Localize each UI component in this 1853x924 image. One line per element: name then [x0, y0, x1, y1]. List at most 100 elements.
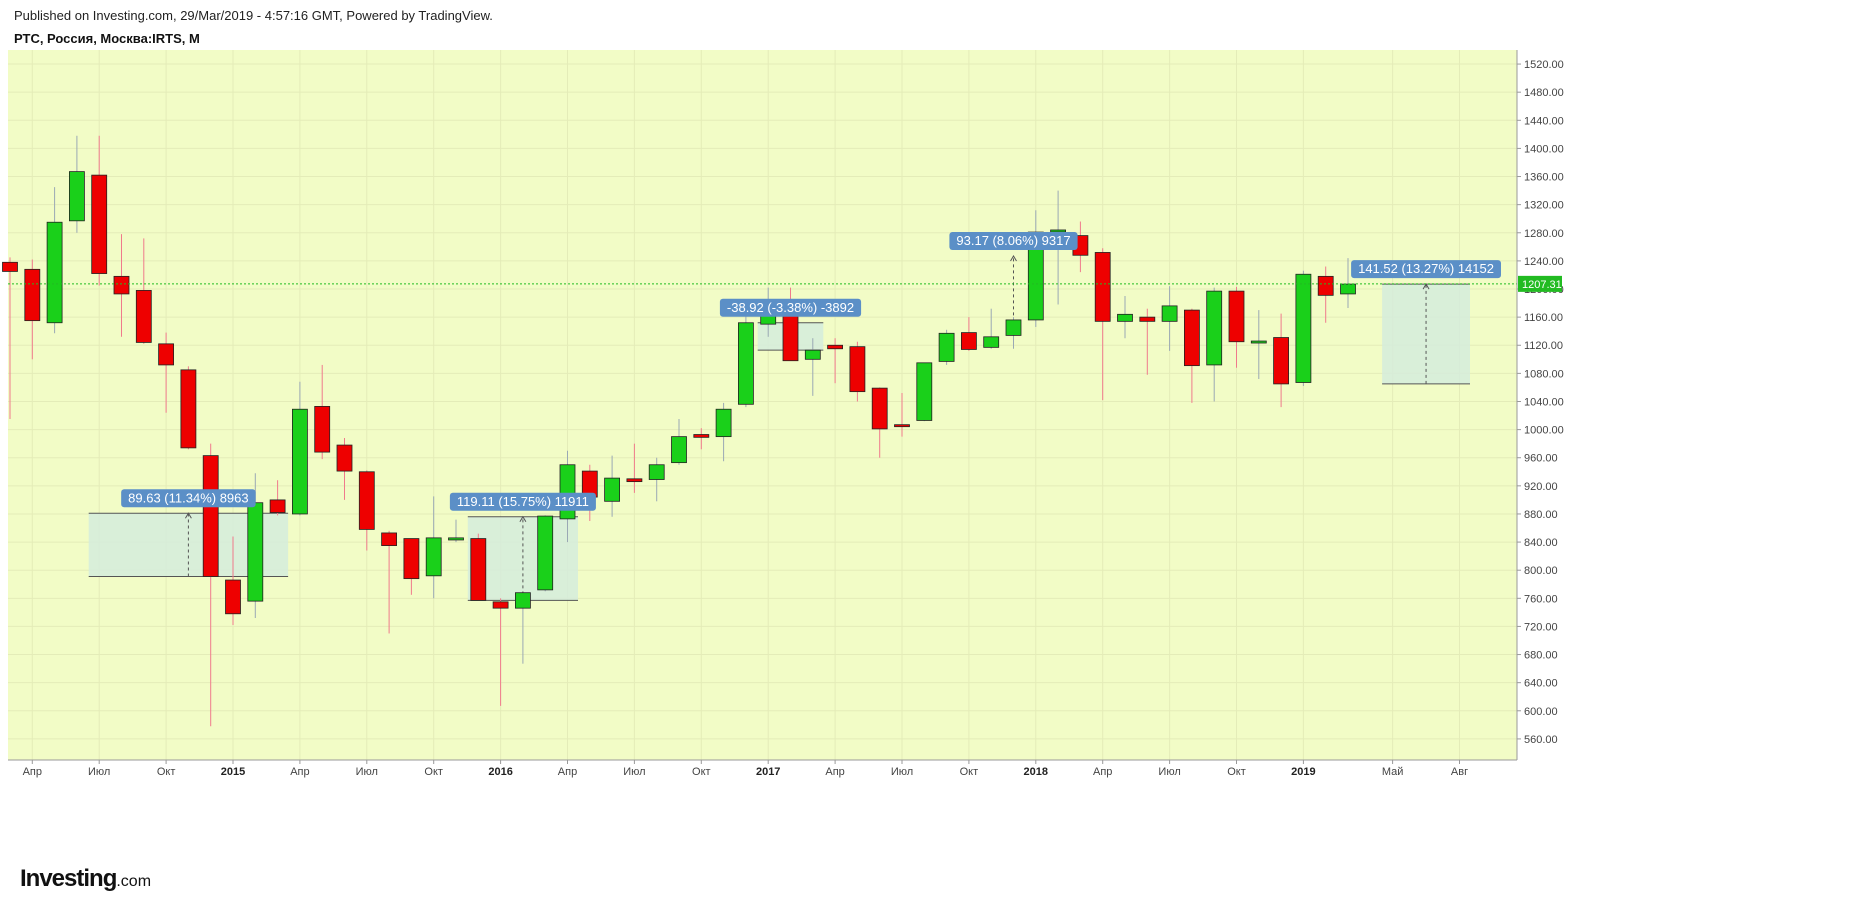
y-tick-label: 960.00 [1524, 453, 1558, 465]
candle [470, 533, 487, 601]
candle [1317, 266, 1334, 323]
x-tick-label: Апр [23, 766, 42, 778]
annotation-badge[interactable]: 89.63 (11.34%) 8963 [121, 489, 256, 508]
candle [871, 387, 888, 458]
candle [715, 402, 732, 462]
y-tick-label: 600.00 [1524, 706, 1558, 718]
candle [1117, 296, 1133, 339]
x-tick-label: 2018 [1024, 766, 1048, 778]
current-price-label: 1207.31 [1518, 275, 1562, 292]
candle [916, 362, 933, 422]
candle [24, 259, 41, 360]
candle [269, 480, 286, 516]
candle [671, 419, 687, 465]
candle [1094, 248, 1111, 401]
candle [738, 308, 754, 408]
candle [180, 366, 197, 450]
candle [1273, 313, 1289, 408]
y-tick-label: 840.00 [1524, 537, 1558, 549]
candle [336, 438, 353, 500]
x-tick-label: Авг [1451, 766, 1468, 778]
y-tick-label: 1360.00 [1524, 172, 1564, 184]
y-tick-label: 1320.00 [1524, 200, 1564, 212]
symbol-title: РТС, Россия, Москва:IRTS, M [14, 31, 200, 46]
x-tick-label: Июл [891, 766, 913, 778]
candle [938, 329, 955, 365]
y-tick-label: 880.00 [1524, 509, 1558, 521]
candle [804, 338, 821, 396]
x-tick-label: Июл [1158, 766, 1180, 778]
candle [515, 592, 531, 664]
measure-annotation [1382, 283, 1470, 385]
y-tick-label: 760.00 [1524, 593, 1558, 605]
annotation-text: 93.17 (8.06%) 9317 [956, 233, 1070, 248]
annotation-text: 89.63 (11.34%) 8963 [128, 490, 248, 505]
x-tick-label: Окт [960, 766, 979, 778]
candle [626, 443, 643, 493]
candle [1027, 210, 1044, 327]
annotation-badge[interactable]: -38.92 (-3.38%) -3892 [719, 298, 862, 317]
candle [358, 470, 375, 551]
candle [894, 393, 910, 437]
x-tick-label: 2017 [756, 766, 780, 778]
annotation-badge[interactable]: 141.52 (13.27%) 14152 [1351, 260, 1501, 279]
y-tick-label: 1400.00 [1524, 143, 1564, 155]
y-tick-label: 560.00 [1524, 734, 1558, 746]
y-tick-label: 1440.00 [1524, 115, 1564, 127]
annotation-badges: 89.63 (11.34%) 8963 119.11 (15.75%) 11911… [121, 231, 1501, 511]
x-tick-label: Окт [1227, 766, 1246, 778]
candle [69, 135, 85, 233]
x-tick-label: Апр [1093, 766, 1112, 778]
candle [492, 598, 509, 706]
candle [448, 519, 464, 543]
investing-logo: Investing.com [20, 865, 151, 893]
published-text: Published on Investing.com, 29/Mar/2019 … [14, 8, 493, 23]
candle [314, 364, 331, 460]
candle [1005, 317, 1022, 349]
candle [604, 455, 620, 517]
candle [1139, 308, 1156, 375]
y-tick-label: 1120.00 [1524, 340, 1563, 352]
y-tick-label: 1040.00 [1524, 396, 1564, 408]
annotation-badge[interactable]: 93.17 (8.06%) 9317 [949, 231, 1078, 250]
candle [983, 308, 1000, 349]
y-tick-label: 640.00 [1524, 678, 1558, 690]
annotation-text: 141.52 (13.27%) 14152 [1358, 261, 1494, 276]
y-tick-label: 1280.00 [1524, 228, 1564, 240]
y-tick-label: 920.00 [1524, 481, 1558, 493]
x-tick-label: Июл [356, 766, 378, 778]
logo-suffix: .com [116, 873, 152, 890]
candle [1161, 286, 1178, 351]
price-axis[interactable]: 560.00 600.00 640.00 680.00 720.00 760.00 800.… [1516, 50, 1564, 760]
candle [158, 332, 175, 413]
candle [1250, 310, 1267, 379]
current-price-text: 1207.31 [1522, 279, 1562, 291]
y-tick-label: 1480.00 [1524, 87, 1564, 99]
candle [135, 238, 152, 344]
candle [1228, 286, 1245, 368]
y-tick-label: 1240.00 [1524, 256, 1564, 268]
x-tick-label: Окт [157, 766, 176, 778]
time-axis[interactable]: Апр Июл Окт 2015 Апр Июл Окт 2016 Апр Июл Окт 2017 А… [8, 759, 1517, 778]
x-tick-label: Апр [290, 766, 309, 778]
annotation-badge[interactable]: 119.11 (15.75%) 11911 [449, 492, 596, 511]
candle [381, 530, 398, 634]
x-tick-label: Июл [623, 766, 645, 778]
grid [8, 50, 1517, 760]
candle [1184, 308, 1200, 403]
x-tick-label: Июл [88, 766, 110, 778]
annotation-text: -38.92 (-3.38%) -3892 [727, 300, 854, 315]
y-tick-label: 1000.00 [1524, 425, 1564, 437]
logo-text: Investing [20, 865, 117, 892]
x-tick-label: Окт [424, 766, 443, 778]
y-tick-label: 1520.00 [1524, 59, 1564, 71]
candle [403, 538, 420, 595]
annotation-text: 119.11 (15.75%) 11911 [457, 494, 589, 509]
candle [46, 187, 63, 334]
candle [91, 135, 108, 286]
x-tick-label: Апр [558, 766, 577, 778]
candle [113, 234, 130, 337]
y-tick-label: 1080.00 [1524, 368, 1564, 380]
candle [291, 381, 308, 516]
